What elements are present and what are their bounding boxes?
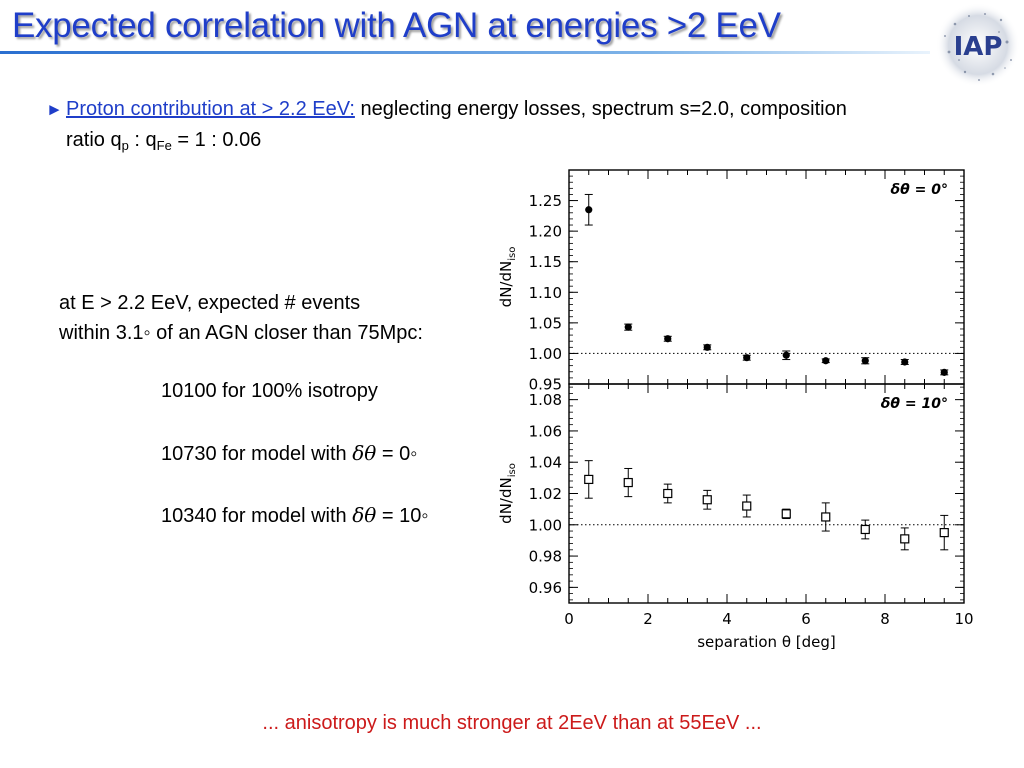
y-axis-label: dN/dNiso xyxy=(497,247,518,308)
y-tick-label: 1.05 xyxy=(529,314,562,332)
bullet-line-2: ratio qp : qFe = 1 : 0.06 xyxy=(46,125,1006,156)
data-point xyxy=(782,351,790,359)
y-tick-label: 0.96 xyxy=(529,579,562,597)
data-point xyxy=(822,357,830,365)
iap-logo: IAP xyxy=(936,3,1020,87)
data-point xyxy=(743,354,751,362)
correlation-chart: 0.95 1.00 1.05 1.10 1.15 1.20 1.25 δθ = 0° dN/dN… xyxy=(497,169,974,651)
y-tick-label: 1.20 xyxy=(529,223,562,241)
y-tick-label: 1.04 xyxy=(529,454,562,472)
panel-annotation: δθ = 10° xyxy=(881,396,948,412)
y-axis-label: dN/dNiso xyxy=(497,463,518,524)
data-point xyxy=(623,477,633,488)
ratio-mid: : q xyxy=(128,129,157,151)
result-text: for model with xyxy=(216,505,353,527)
result-isotropy: 10100 for 100% isotropy xyxy=(161,380,378,403)
data-point xyxy=(901,358,909,366)
data-point xyxy=(940,368,948,376)
y-tick-label: 1.00 xyxy=(529,345,562,363)
data-point xyxy=(861,357,869,365)
y-tick-label: 1.10 xyxy=(529,284,562,302)
result-tail: = 10◦ xyxy=(376,505,429,527)
proton-contribution-link[interactable]: Proton contribution at > 2.2 EeV: xyxy=(66,98,355,120)
ratio-prefix: ratio q xyxy=(66,129,122,151)
x-tick-label: 2 xyxy=(643,610,653,628)
panel-frame xyxy=(568,169,965,385)
x-tick-label: 6 xyxy=(801,610,811,628)
x-tick-label: 0 xyxy=(564,610,574,628)
title-divider xyxy=(0,51,930,54)
sub-p: p xyxy=(121,138,129,153)
ratio-suffix: = 1 : 0.06 xyxy=(171,129,262,151)
data-point xyxy=(624,323,632,331)
y-tick-label: 0.95 xyxy=(529,376,562,394)
x-tick-label: 10 xyxy=(954,610,973,628)
info-line-1: at E > 2.2 EeV, expected # events xyxy=(59,292,361,314)
bullet-arrow-icon: ► xyxy=(46,100,63,119)
data-point xyxy=(702,495,712,505)
result-text: for 100% isotropy xyxy=(216,380,378,402)
y-tick-label: 1.15 xyxy=(529,253,562,271)
result-math: δθ xyxy=(352,441,377,465)
data-point xyxy=(821,512,831,522)
data-point xyxy=(703,343,711,351)
panel-annotation: δθ = 0° xyxy=(891,182,948,198)
data-point xyxy=(939,528,949,538)
data-point xyxy=(860,524,870,535)
bullet-text: neglecting energy losses, spectrum s=2.0… xyxy=(354,98,847,120)
x-tick-label: 8 xyxy=(880,610,890,628)
result-model-0: 10730 for model with δθ = 0◦ xyxy=(161,441,417,466)
x-tick-label: 4 xyxy=(722,610,732,628)
result-model-10: 10340 for model with δθ = 10◦ xyxy=(161,503,428,528)
top-panel: 0.95 1.00 1.05 1.10 1.15 1.20 1.25 δθ = 0° dN/dN… xyxy=(497,169,965,394)
data-point xyxy=(585,206,593,214)
result-text: for model with xyxy=(216,443,353,465)
data-point xyxy=(781,509,791,519)
y-tick-label: 1.02 xyxy=(529,485,562,503)
y-tick-label: 1.06 xyxy=(529,422,562,440)
y-tick-label: 1.25 xyxy=(529,192,562,210)
data-point xyxy=(742,501,752,511)
bottom-panel: 0.96 0.98 1.00 1.02 1.04 1.06 1.08 δθ = 10° dN/d… xyxy=(497,383,965,604)
y-tick-label: 0.98 xyxy=(529,548,562,566)
result-number: 10100 xyxy=(161,380,217,402)
x-axis-label: separation θ [deg] xyxy=(697,633,836,651)
data-point xyxy=(664,335,672,343)
y-tick-label: 1.00 xyxy=(529,516,562,534)
result-number: 10340 xyxy=(161,505,217,527)
bullet-paragraph: ► Proton contribution at > 2.2 EeV: negle… xyxy=(46,94,1006,156)
expected-events-text: at E > 2.2 EeV, expected # events within… xyxy=(59,288,423,348)
data-point xyxy=(900,534,910,544)
result-tail: = 0◦ xyxy=(376,443,418,465)
result-number: 10730 xyxy=(161,443,217,465)
footer-note: ... anisotropy is much stronger at 2EeV … xyxy=(262,712,762,734)
y-tick-label: 1.08 xyxy=(529,391,562,409)
result-math: δθ xyxy=(352,503,377,527)
slide-title: Expected correlation with AGN at energie… xyxy=(12,6,781,45)
sub-fe: Fe xyxy=(156,138,172,153)
data-point xyxy=(663,488,673,499)
info-line-2: within 3.1◦ of an AGN closer than 75Mpc: xyxy=(59,322,423,344)
logo-text: IAP xyxy=(954,32,1003,62)
data-point xyxy=(584,474,594,485)
